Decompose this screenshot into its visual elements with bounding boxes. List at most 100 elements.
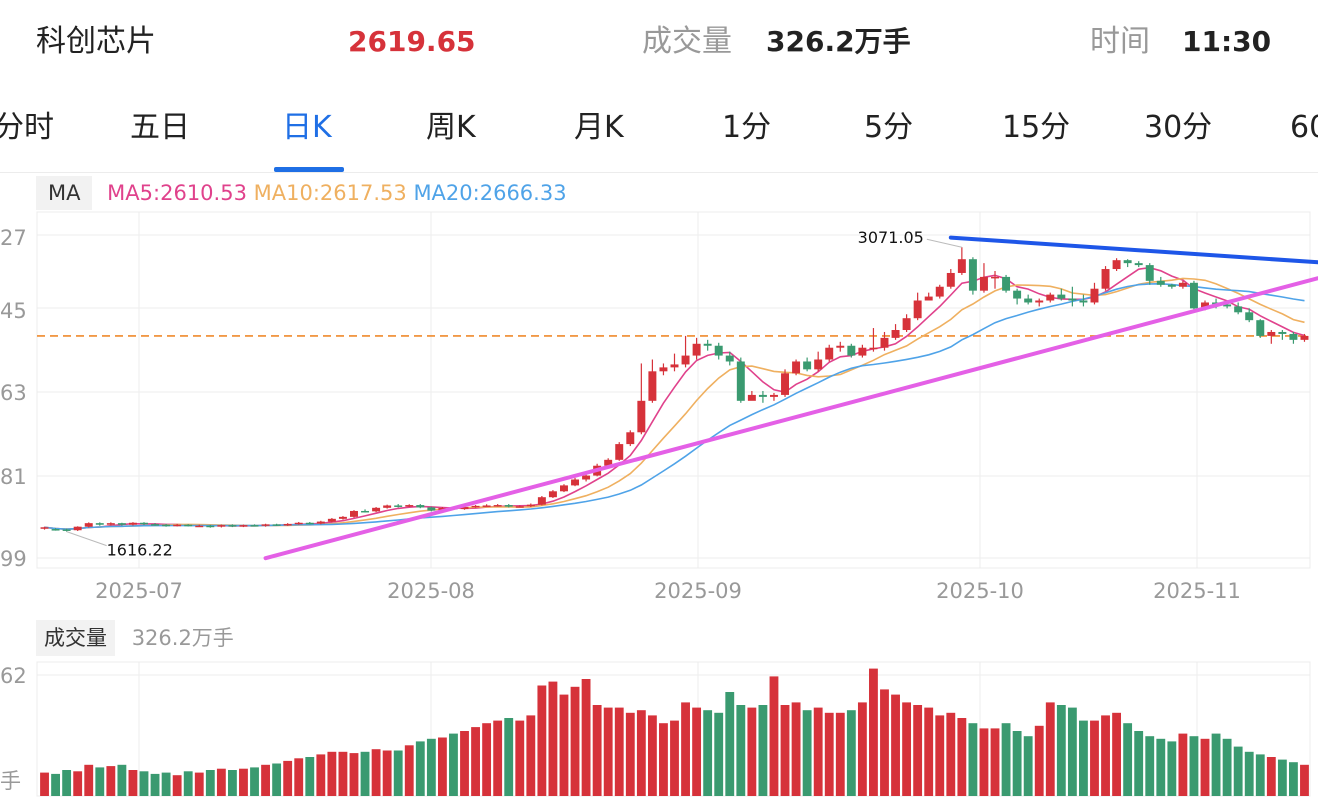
candle [626,430,635,447]
candle-body [1024,298,1033,303]
tab-30min[interactable]: 30分 [1144,110,1213,145]
candle-body [272,524,281,526]
volume-legend-value: 326.2万手 [131,626,234,650]
candle-body [692,343,701,356]
price-tick-label: 99 [0,547,27,571]
candle-body [1057,294,1066,299]
candle-body [681,355,690,365]
candle [427,506,436,512]
candle [117,522,126,526]
candle-body [62,529,71,531]
volume-bar [404,745,414,796]
ma-tag[interactable]: MA [36,176,93,210]
tab-intraday[interactable]: 分时 [0,110,54,145]
candle-body [228,525,237,527]
volume-bar [946,712,956,796]
candle-body [515,506,524,508]
candle-body [316,521,325,524]
candle-body [1123,260,1132,264]
candle [151,523,160,526]
volume-bar [1289,762,1298,796]
candle-body [626,432,635,445]
candle [736,357,745,403]
candle-body [1079,300,1088,303]
date-tick-label: 2025-07 [95,579,183,603]
volume-bar [261,764,270,796]
candle-body [338,516,347,519]
candle [1245,308,1254,323]
candle [504,504,513,508]
volume-bar [194,772,204,796]
candle-body [427,507,436,511]
volume-bar [1222,738,1232,796]
volume-bar [846,710,856,796]
candle-body [1289,333,1298,340]
volume-bar [548,681,558,796]
volume-bar [415,741,425,796]
candle-body [460,507,469,509]
candle [40,526,49,530]
volume-bar [1233,746,1243,796]
candle [836,341,845,352]
candle-body [1234,306,1243,313]
candle [361,509,370,513]
volume-bar [968,723,978,796]
volume-bar [869,668,878,796]
volume-bar [294,758,304,796]
volume-bar [1156,738,1166,796]
volume-bar [670,720,679,796]
candle-body [880,337,889,348]
candle-body [1278,331,1287,334]
candle-body [471,505,480,508]
volume-bar [283,760,293,796]
volume-bar [935,715,945,796]
candle-body [1256,320,1265,336]
candle [924,292,933,301]
tab-weekly-k[interactable]: 周K [426,110,476,145]
candle [582,473,591,482]
candle-body [1267,331,1276,336]
volume-bar [725,692,735,796]
candle [95,522,104,526]
tab-1min[interactable]: 1分 [722,110,772,145]
tab-monthly-k[interactable]: 月K [574,110,624,145]
tab-five-day[interactable]: 五日 [130,110,190,145]
candle [548,490,557,498]
volume-bar [62,770,72,796]
candle [858,344,867,358]
candle-body [869,347,878,350]
candle-body [615,444,624,460]
ma10-line [44,277,1305,531]
tab-15min[interactable]: 15分 [1002,110,1071,145]
volume-bar [1034,725,1044,796]
volume-bar [482,723,492,796]
candle-body [758,394,767,397]
volume-bar [1090,720,1099,796]
candle [803,357,812,372]
candle-body [1245,312,1254,321]
date-tick-label: 2025-08 [387,579,475,603]
candle-body [40,527,49,529]
candle-body [648,371,657,401]
candle [1123,259,1132,268]
candle-body [747,394,756,401]
tab-5min[interactable]: 5分 [864,110,914,145]
candle [162,523,171,527]
candle [73,526,82,532]
candle-body [173,524,182,527]
candle [714,342,723,360]
volume-bar [371,749,381,796]
candle-body [814,359,823,370]
candle [493,504,502,507]
candle-body [1013,290,1022,299]
volume-bar [493,720,503,796]
candle-body [294,522,303,525]
tab-60min[interactable]: 60 [1290,110,1318,145]
resistance-trendline [948,235,1318,265]
volume-bar [316,754,326,796]
candle-body [1035,300,1044,303]
tab-daily-k[interactable]: 日K [282,110,332,145]
volume-tag[interactable]: 成交量 [36,620,115,656]
volume-bar [161,772,171,796]
